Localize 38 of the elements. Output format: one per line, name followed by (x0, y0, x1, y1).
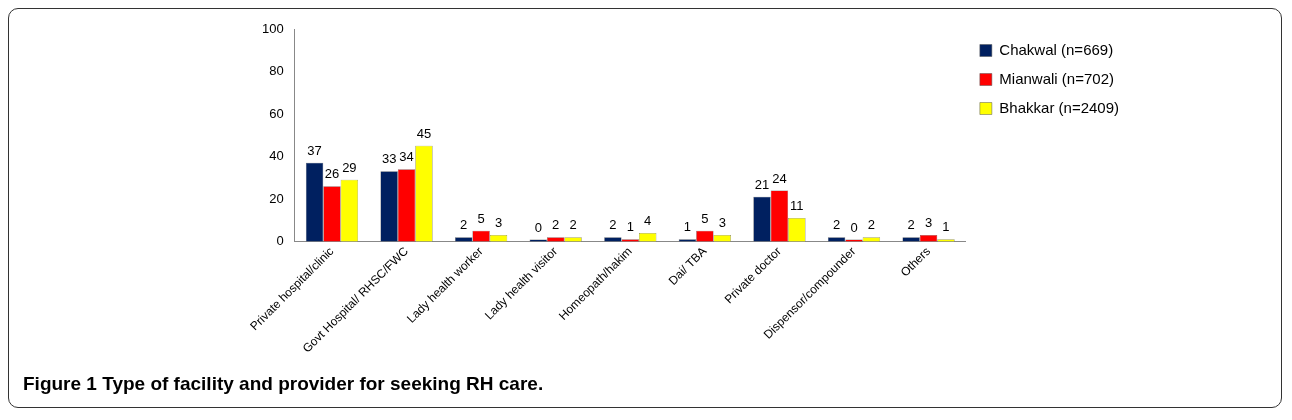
y-tick-label: 0 (276, 233, 284, 249)
data-label: 2 (867, 217, 875, 233)
y-tick-label: 80 (269, 63, 284, 79)
data-label: 37 (307, 142, 322, 158)
data-label: 3 (494, 215, 503, 231)
data-label: 2 (552, 217, 560, 233)
x-tick-label: Dai/ TBA (665, 244, 710, 288)
y-tick-label: 40 (269, 148, 284, 164)
data-label: 1 (942, 219, 950, 235)
data-label: 3 (924, 215, 933, 231)
data-label: 0 (850, 219, 858, 235)
data-label: 26 (324, 166, 340, 182)
legend-label: Chakwal (n=669) (999, 40, 1114, 58)
legend-label: Mianwali (n=702) (999, 69, 1114, 87)
data-label: 2 (832, 217, 841, 233)
text: Figure 1 Type of facility and provider for seeking RH care. (23, 373, 544, 395)
data-label: 21 (754, 176, 770, 192)
data-label: 29 (342, 159, 357, 175)
data-label: 4 (644, 213, 652, 229)
data-label: 1 (626, 219, 634, 235)
data-label: 33 (381, 151, 397, 167)
data-label: 2 (569, 217, 577, 233)
y-tick-label: 100 (261, 20, 284, 36)
y-tick-label: 60 (269, 105, 284, 121)
legend-label: Bhakkar (n=2409) (999, 98, 1119, 116)
data-label: 2 (907, 217, 915, 233)
data-label: 3 (718, 215, 726, 231)
data-label: 1 (683, 219, 692, 235)
data-label: 24 (772, 170, 787, 186)
data-label: 5 (701, 210, 709, 226)
data-label: 34 (399, 149, 414, 165)
data-label: 2 (460, 217, 468, 233)
data-label: 0 (534, 219, 542, 235)
data-label: 11 (790, 198, 804, 214)
data-label: 2 (609, 217, 617, 233)
data-label: 45 (416, 125, 432, 141)
data-label: 5 (477, 210, 485, 226)
y-tick-label: 20 (269, 190, 284, 206)
